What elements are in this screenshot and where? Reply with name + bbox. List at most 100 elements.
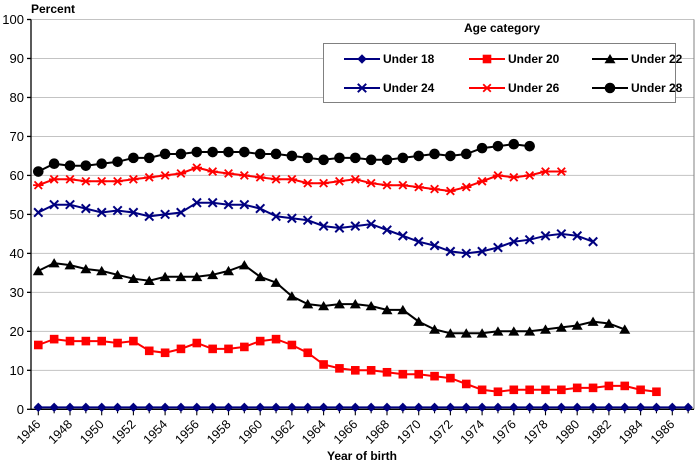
legend-entry-under-18: Under 18 (344, 44, 469, 73)
series-under-22 (32, 258, 631, 338)
marker-asterisk (461, 182, 472, 192)
marker-diamond (192, 402, 202, 413)
marker-circle (80, 160, 92, 171)
marker-x (112, 205, 123, 216)
marker-diamond (398, 402, 408, 413)
series-under-26 (33, 163, 567, 196)
marker-x (223, 199, 234, 210)
marker-diamond (33, 402, 43, 413)
marker-triangle (223, 265, 234, 276)
marker-square (398, 369, 408, 379)
marker-triangle (524, 326, 536, 336)
legend-sample-triangle-icon (592, 53, 628, 63)
marker-triangle (476, 328, 488, 338)
marker-asterisk (80, 176, 92, 186)
y-tick-label: 80 (10, 90, 24, 105)
marker-triangle (381, 304, 393, 315)
marker-square (113, 338, 122, 348)
legend-label: Under 22 (631, 51, 683, 66)
marker-triangle (333, 299, 345, 309)
marker-circle (207, 146, 218, 158)
legend-entry-under-24: Under 24 (344, 73, 469, 102)
marker-circle (350, 152, 361, 164)
marker-square (493, 387, 503, 397)
marker-diamond (651, 402, 662, 413)
legend-entry-under-28: Under 28 (592, 73, 682, 102)
marker-circle (492, 140, 504, 152)
marker-triangle (555, 322, 567, 332)
marker-triangle (365, 301, 377, 311)
marker-diamond (588, 402, 598, 413)
marker-asterisk (207, 167, 218, 176)
marker-square (81, 336, 91, 346)
marker-square (144, 346, 154, 356)
y-tick-label: 0 (17, 402, 24, 417)
marker-diamond (461, 402, 471, 413)
marker-diamond (287, 402, 297, 413)
marker-x (493, 242, 503, 253)
marker-triangle (175, 271, 187, 282)
marker-asterisk (413, 182, 424, 192)
marker-circle (159, 148, 171, 160)
marker-square (65, 336, 75, 346)
marker-x (350, 221, 361, 232)
y-axis-title: Percent (31, 2, 76, 16)
marker-diamond (255, 402, 265, 413)
marker-asterisk (302, 178, 313, 188)
marker-x (318, 221, 329, 232)
marker-diamond (49, 402, 59, 413)
y-tick-label: 100 (2, 12, 24, 27)
marker-x (334, 223, 345, 233)
x-tick-label: 1960 (236, 417, 266, 447)
legend-label: Under 24 (383, 80, 435, 95)
marker-asterisk (239, 170, 250, 180)
x-tick-label: 1950 (77, 417, 107, 447)
marker-circle (191, 146, 203, 158)
marker-square (97, 336, 106, 346)
x-tick-label: 1964 (299, 417, 329, 447)
marker-triangle (191, 271, 203, 282)
marker-circle (270, 148, 282, 160)
legend-entry-under-22: Under 22 (592, 44, 682, 73)
marker-circle (112, 156, 123, 168)
marker-square (49, 334, 59, 344)
marker-square (366, 366, 376, 375)
series-under-24 (33, 197, 598, 259)
marker-triangle (571, 320, 583, 330)
marker-asterisk (397, 180, 409, 190)
marker-triangle (286, 291, 298, 301)
marker-square (557, 385, 566, 395)
x-tick-label: 1962 (267, 417, 297, 447)
x-tick-label: 1968 (363, 417, 393, 447)
marker-triangle (603, 318, 615, 328)
legend-sample-circle-icon (592, 82, 628, 93)
y-tick-label: 60 (10, 168, 24, 183)
marker-x (286, 213, 297, 224)
marker-square (255, 336, 265, 346)
marker-diamond (540, 402, 551, 413)
marker-circle (254, 148, 266, 160)
marker-asterisk (128, 174, 139, 184)
marker-triangle (318, 301, 330, 311)
marker-x (49, 199, 60, 210)
legend-label: Under 20 (508, 51, 560, 66)
marker-diamond (128, 402, 139, 413)
x-tick-label: 1952 (109, 417, 139, 447)
y-tick-label: 30 (10, 285, 24, 300)
marker-x (65, 199, 75, 210)
legend-label: Under 28 (631, 80, 683, 95)
marker-triangle (207, 269, 219, 280)
marker-diamond (271, 402, 281, 413)
marker-x (96, 207, 107, 218)
marker-circle (318, 154, 329, 166)
marker-asterisk (286, 174, 298, 184)
x-tick-label: 1956 (172, 417, 202, 447)
marker-triangle (619, 324, 631, 334)
marker-x (207, 197, 218, 208)
marker-diamond (635, 402, 646, 413)
series-line (37, 143, 530, 173)
marker-triangle (508, 326, 520, 336)
marker-asterisk (191, 163, 202, 173)
marker-diamond (318, 402, 329, 413)
x-axis-ticks: 1946 1948 1950 1952 1954 1956 1958 1960 1962 1964… (14, 409, 689, 447)
